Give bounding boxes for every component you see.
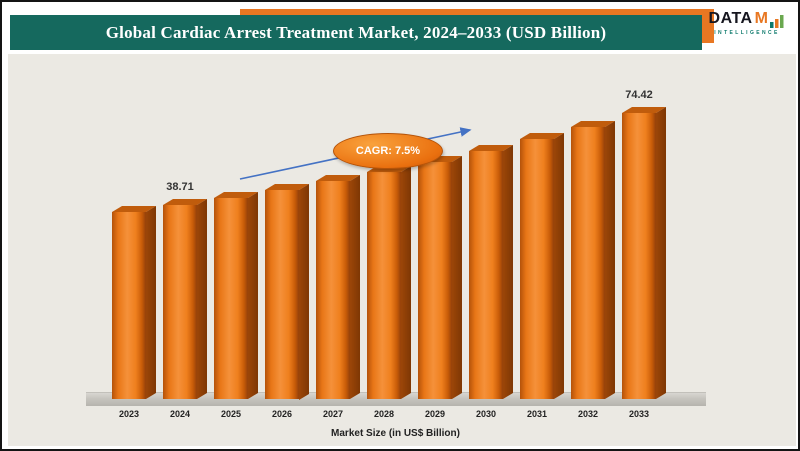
bar-side-face [248, 191, 258, 399]
x-tick-label: 2023 [118, 409, 140, 419]
bar-front-face [571, 126, 605, 399]
bar-2032: 2032 [571, 120, 615, 419]
bar-front-face [265, 189, 299, 399]
chart-area: 2023 38.71 2024 2025 2026 2027 2028 2029 2030 203… [8, 54, 796, 446]
bar-side-face [503, 144, 513, 399]
bar-side-face [146, 205, 156, 399]
bar-value-label: 38.71 [166, 181, 194, 193]
header-banner: Global Cardiac Arrest Treatment Market, … [10, 15, 702, 50]
bar-front-face [214, 197, 248, 399]
bar-value-label: 74.42 [625, 89, 653, 101]
bar-2025: 2025 [214, 191, 258, 419]
bar-2033: 74.42 2033 [622, 89, 666, 419]
bars-layer: 2023 38.71 2024 2025 2026 2027 2028 2029 2030 203… [8, 54, 796, 446]
logo-subtitle: INTELLIGENCE [714, 30, 780, 36]
bar-side-face [554, 133, 564, 399]
x-tick-label: 2032 [577, 409, 599, 419]
logo-text-accent: M [754, 10, 769, 27]
bar-front-face [163, 205, 197, 399]
x-tick-label: 2025 [220, 409, 242, 419]
bar-2023: 2023 [112, 205, 156, 419]
bar-side-face [452, 155, 462, 399]
bar-side-face [656, 106, 666, 399]
bar-front-face [316, 180, 350, 399]
bar-2028: 2028 [367, 165, 411, 419]
x-axis-title: Market Size (in US$ Billion) [331, 428, 460, 439]
bar-side-face [197, 198, 207, 399]
x-tick-label: 2027 [322, 409, 344, 419]
bar-front-face [622, 113, 656, 399]
bar-side-face [299, 183, 309, 399]
bar-front-face [418, 161, 452, 399]
cagr-label: CAGR: 7.5% [355, 145, 421, 157]
bar-2024: 38.71 2024 [163, 181, 207, 419]
logo-wordmark: DATA M [709, 10, 786, 28]
x-tick-label: 2030 [475, 409, 497, 419]
x-tick-label: 2028 [373, 409, 395, 419]
bar-side-face [605, 120, 615, 399]
bar-side-face [401, 165, 411, 399]
bar-2031: 2031 [520, 133, 564, 419]
logo: DATA M INTELLIGENCE [704, 10, 790, 36]
logo-text-primary: DATA [708, 10, 753, 27]
bar-front-face [367, 171, 401, 399]
x-tick-label: 2033 [628, 409, 650, 419]
bar-front-face [469, 150, 503, 399]
page-title: Global Cardiac Arrest Treatment Market, … [105, 22, 607, 42]
bar-2030: 2030 [469, 144, 513, 419]
x-tick-label: 2024 [169, 409, 191, 419]
bar-side-face [350, 174, 360, 399]
x-tick-label: 2026 [271, 409, 293, 419]
bar-2027: 2027 [316, 174, 360, 419]
bar-front-face [520, 139, 554, 399]
bar-front-face [112, 212, 146, 399]
bar-2026: 2026 [265, 183, 309, 419]
x-tick-label: 2031 [526, 409, 548, 419]
bar-2029: 2029 [418, 155, 462, 419]
cagr-badge: CAGR: 7.5% [333, 133, 443, 169]
logo-bars-icon [770, 15, 784, 28]
x-tick-label: 2029 [424, 409, 446, 419]
